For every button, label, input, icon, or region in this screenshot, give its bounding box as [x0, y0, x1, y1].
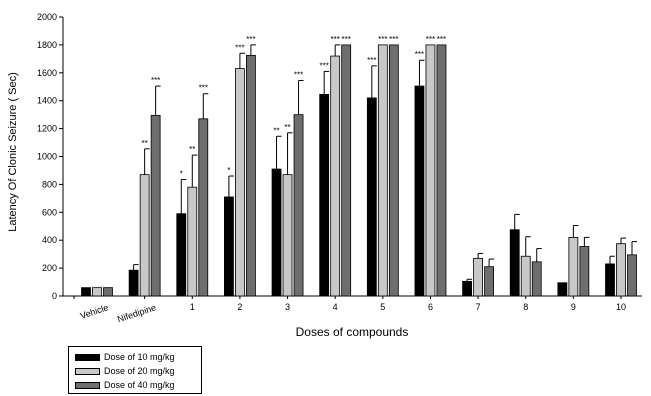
significance-mark: ***: [235, 43, 244, 52]
bar: [235, 68, 245, 297]
significance-mark: ***: [320, 61, 329, 70]
x-tick-label: Nifedipine: [116, 302, 157, 324]
y-tick-label: 1400: [37, 96, 57, 106]
x-tick-label: Vehicle: [79, 302, 110, 320]
bar: [388, 44, 399, 297]
significance-mark: **: [273, 126, 279, 135]
y-tick-label: 1600: [37, 68, 57, 78]
x-tick-label: 2: [237, 302, 242, 312]
bar: [579, 246, 590, 297]
x-tick-label: 4: [333, 302, 338, 312]
significance-mark: ***: [437, 35, 446, 44]
bar: [473, 257, 483, 297]
bar: [557, 282, 568, 297]
bar: [484, 266, 494, 297]
significance-mark: ***: [151, 76, 160, 85]
y-tick-label: 800: [42, 179, 57, 189]
bar: [187, 186, 198, 297]
y-tick-label: 600: [42, 207, 57, 217]
y-tick-label: 1800: [37, 40, 57, 50]
bar: [139, 174, 150, 297]
significance-mark: **: [142, 139, 148, 148]
legend-label-40mg: Dose of 40 mg/kg: [104, 380, 175, 390]
chart-legend: Dose of 10 mg/kg Dose of 20 mg/kg Dose o…: [68, 346, 202, 394]
x-tick-label: 8: [523, 302, 528, 312]
y-tick-label: 1000: [37, 152, 57, 162]
bar: [568, 237, 579, 297]
significance-mark: ***: [426, 35, 435, 44]
x-tick-label: 9: [571, 302, 576, 312]
significance-mark: ***: [342, 35, 351, 44]
significance-mark: ***: [199, 84, 208, 93]
bar: [436, 44, 447, 297]
x-tick-label: 10: [616, 302, 626, 312]
bar: [150, 114, 161, 297]
legend-label-20mg: Dose of 20 mg/kg: [104, 366, 175, 376]
y-tick-label: 200: [42, 263, 57, 273]
bar: [341, 44, 352, 297]
bar: [462, 280, 472, 297]
bar: [330, 55, 341, 297]
bar: [414, 85, 425, 297]
bar: [425, 44, 436, 297]
legend-swatch-20mg: [75, 367, 100, 375]
bar: [246, 54, 256, 297]
y-tick-label: 2000: [37, 12, 57, 22]
legend-item-20mg: Dose of 20 mg/kg: [75, 365, 175, 377]
bar: [319, 94, 330, 297]
y-tick-label: 400: [42, 235, 57, 245]
bar: [271, 168, 282, 297]
bar: [293, 114, 304, 297]
significance-mark: ***: [367, 56, 376, 65]
x-tick-label: 1: [190, 302, 195, 312]
significance-mark: **: [189, 145, 195, 154]
significance-mark: ***: [389, 35, 398, 44]
y-tick-label: 0: [52, 291, 57, 301]
bars: [81, 44, 637, 297]
y-tick-label: 1200: [37, 124, 57, 134]
bar: [224, 196, 234, 297]
legend-label-10mg: Dose of 10 mg/kg: [104, 352, 175, 362]
bar: [531, 261, 542, 297]
y-axis-title: Latency Of Clonic Seizure ( Sec): [7, 72, 19, 232]
significance-mark: *: [227, 166, 230, 175]
bar: [377, 44, 388, 297]
x-tick-label: 3: [285, 302, 290, 312]
bar: [627, 254, 637, 297]
bar: [176, 213, 187, 297]
legend-swatch-40mg: [75, 381, 100, 389]
bar: [616, 243, 626, 297]
significance-mark: ***: [415, 50, 424, 59]
significance-mark: ***: [331, 35, 340, 44]
significance-mark: ***: [246, 35, 255, 44]
x-tick-label: 5: [380, 302, 385, 312]
bar: [509, 229, 520, 297]
bar: [92, 287, 102, 297]
significance-mark: **: [284, 123, 290, 132]
bar: [282, 174, 293, 297]
significance-mark: ***: [294, 70, 303, 79]
bar: [128, 269, 139, 297]
bar: [366, 97, 377, 297]
significance-mark: *: [180, 170, 183, 179]
bar: [198, 118, 209, 297]
x-tick-label: 7: [476, 302, 481, 312]
bar: [605, 263, 615, 297]
legend-swatch-10mg: [75, 353, 100, 361]
x-tick-label: 6: [428, 302, 433, 312]
legend-item-10mg: Dose of 10 mg/kg: [75, 351, 175, 363]
bar: [81, 287, 91, 297]
bar: [103, 287, 113, 297]
significance-mark: ***: [378, 35, 387, 44]
bar: [520, 255, 531, 297]
legend-item-40mg: Dose of 40 mg/kg: [75, 379, 175, 391]
x-axis-title: Doses of compounds: [296, 325, 409, 339]
